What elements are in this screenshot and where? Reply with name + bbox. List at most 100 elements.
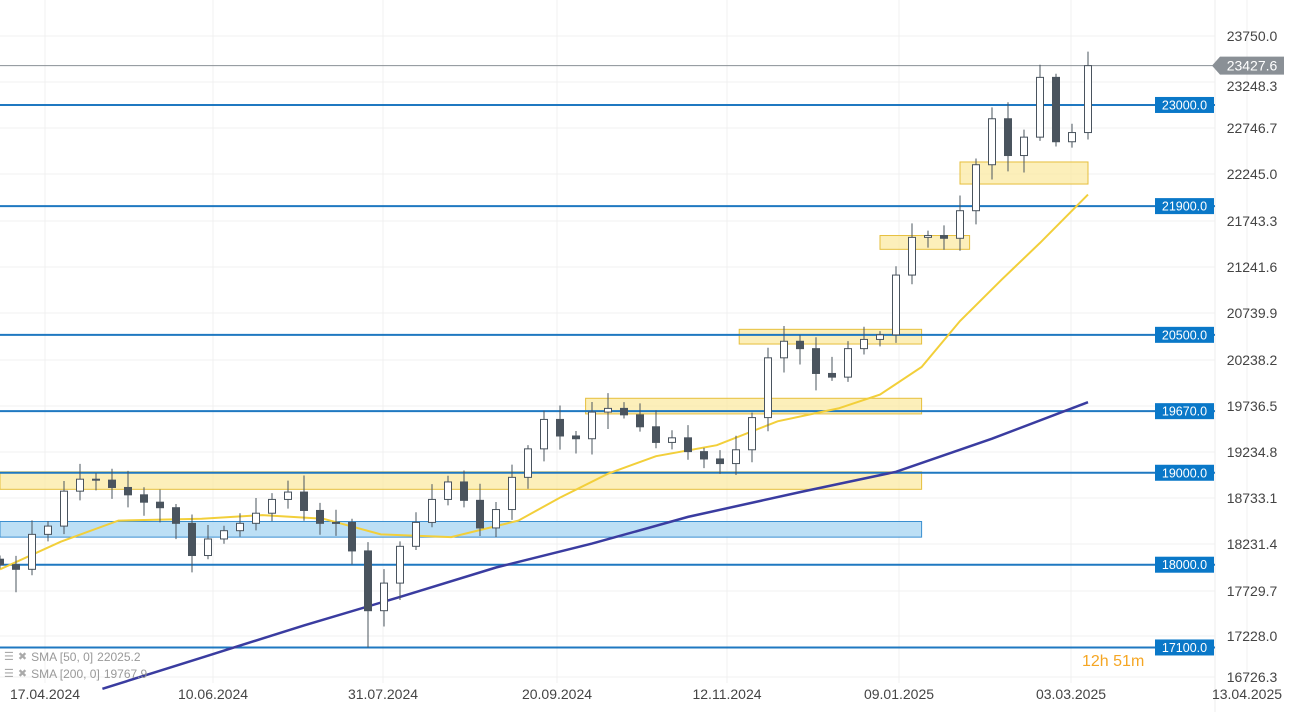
candle [396, 541, 404, 601]
y-tick-label: 23248.3 [1227, 78, 1278, 94]
candle [204, 524, 212, 560]
candle [908, 223, 916, 285]
candle [252, 497, 260, 531]
candle [236, 513, 244, 537]
candle [956, 195, 964, 251]
candle [764, 347, 772, 432]
candle-timer: 12h 51m [1082, 653, 1145, 670]
candle [748, 412, 756, 463]
candle [556, 405, 564, 450]
legend-sma50-value: 22025.2 [97, 650, 141, 664]
candle [1004, 102, 1012, 172]
y-tick-label: 17729.7 [1227, 583, 1278, 599]
x-tick-label: 31.07.2024 [348, 686, 418, 702]
legend-sma200[interactable]: ☰ ✖ SMA [200, 0] 19767.9 [4, 667, 147, 681]
candle-body [844, 348, 852, 378]
candle [588, 401, 596, 455]
candle-body [1036, 76, 1044, 138]
candle [444, 475, 452, 506]
candle-body [572, 435, 580, 440]
menu-icon[interactable]: ☰ [4, 651, 14, 663]
candle-body [1020, 136, 1028, 157]
candle-body [396, 545, 404, 584]
menu-icon[interactable]: ☰ [4, 668, 14, 680]
candle-body [716, 458, 724, 465]
x-tick-label: 12.11.2024 [692, 686, 761, 702]
candle-body [908, 236, 916, 276]
close-icon[interactable]: ✖ [17, 651, 28, 663]
candle [572, 431, 580, 454]
candle [716, 450, 724, 474]
candle-body [188, 522, 196, 557]
candle [460, 470, 468, 508]
time-axis[interactable]: 17.04.2024 10.06.2024 31.07.2024 20.09.2024… [10, 686, 1282, 702]
candle [636, 403, 644, 432]
candle [156, 489, 164, 523]
candle [124, 470, 132, 508]
candle-body [300, 491, 308, 511]
candle [508, 464, 516, 520]
candle-body [668, 437, 676, 443]
candle-body [444, 481, 452, 500]
candle [108, 468, 116, 499]
candle-body [860, 338, 868, 350]
candle [972, 158, 980, 225]
last-price-tag [1212, 56, 1284, 75]
candle-body [380, 582, 388, 612]
level-tag-label: 17100.0 [1162, 641, 1207, 655]
candle [60, 481, 68, 535]
candle [1084, 51, 1092, 140]
candle-body [332, 521, 340, 524]
level-tag-label: 19670.0 [1162, 405, 1207, 419]
candle-body [524, 448, 532, 478]
candle-body [412, 521, 420, 547]
zone-rect [0, 520, 923, 538]
candle [1036, 64, 1044, 141]
candle-body [620, 407, 628, 416]
candle [1052, 73, 1060, 147]
candle [876, 331, 884, 347]
level-tag-label: 20500.0 [1162, 328, 1207, 342]
candle-body [268, 498, 276, 514]
candle-body [876, 334, 884, 340]
candle-body [140, 494, 148, 503]
candle-body [988, 118, 996, 166]
candle [332, 509, 340, 536]
candle [796, 335, 804, 365]
x-tick-label: 20.09.2024 [522, 686, 592, 702]
candle-body [780, 340, 788, 359]
level-tag [1155, 556, 1214, 573]
candle [1020, 129, 1028, 173]
candle-body [796, 340, 804, 350]
x-tick-label: 17.04.2024 [10, 686, 80, 702]
candle [412, 512, 420, 551]
candle-body [828, 372, 836, 378]
sma200-line [102, 401, 1089, 690]
candle-body [124, 486, 132, 496]
legend-sma50[interactable]: ☰ ✖ SMA [50, 0] 22025.2 [4, 650, 141, 664]
candle [828, 356, 836, 381]
y-tick-label: 19234.8 [1227, 444, 1278, 460]
candle [844, 341, 852, 382]
candle-body [204, 538, 212, 557]
candle-body [348, 521, 356, 552]
candle-body [252, 512, 260, 524]
candle [300, 475, 308, 521]
y-tick-label: 20739.9 [1227, 305, 1278, 321]
candle-body [748, 417, 756, 451]
close-icon[interactable]: ✖ [17, 668, 28, 680]
candle [44, 521, 52, 542]
candle [684, 425, 692, 460]
candle [284, 480, 292, 509]
price-axis[interactable]: 23750.0 23248.3 22746.7 22245.0 21743.3 21241… [1212, 28, 1284, 685]
x-tick-label: 03.03.2025 [1036, 686, 1106, 702]
level-tag [1155, 326, 1214, 343]
candle [732, 435, 740, 475]
candle [428, 484, 436, 528]
candle [892, 266, 900, 343]
candle-body [1004, 118, 1012, 157]
level-tag [1155, 403, 1214, 420]
candle-body [44, 525, 52, 535]
candle-body [1084, 65, 1092, 134]
